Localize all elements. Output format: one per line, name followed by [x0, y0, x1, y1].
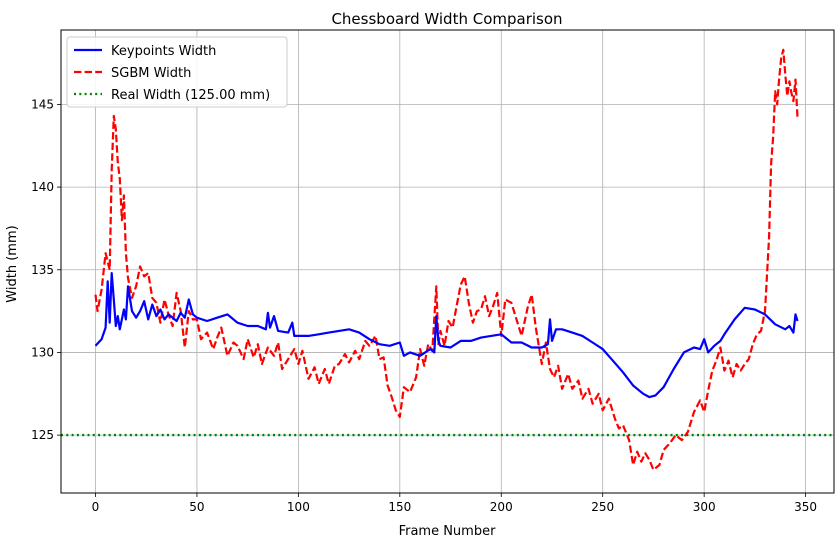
x-tick-label: 350: [794, 500, 817, 514]
series-line-1: [94, 48, 799, 471]
x-tick-label: 250: [591, 500, 614, 514]
x-tick-label: 300: [693, 500, 716, 514]
x-axis: 0 50 100 150 200 250 300 350: [92, 493, 817, 514]
x-tick-label: 150: [388, 500, 411, 514]
y-axis-label: Width (mm): [5, 225, 20, 302]
plot-frame: [60, 29, 835, 494]
x-tick-label: 0: [92, 500, 100, 514]
x-tick-label: 50: [189, 500, 204, 514]
chart-title: Chessboard Width Comparison: [331, 10, 562, 28]
x-tick-label: 200: [490, 500, 513, 514]
series-line-0: [94, 272, 799, 399]
legend-label-2: Real Width (125.00 mm): [111, 88, 270, 103]
y-tick-label: 125: [31, 428, 54, 442]
legend-label-1: SGBM Width: [111, 66, 191, 81]
legend: Keypoints Width SGBM Width Real Width (125…: [66, 36, 288, 108]
legend-box: [66, 36, 288, 108]
y-tick-label: 130: [31, 345, 54, 359]
y-tick-label: 140: [31, 180, 54, 194]
y-tick-label: 135: [31, 263, 54, 277]
y-tick-label: 145: [31, 97, 54, 111]
y-axis: 125 130 135 140 145: [31, 97, 61, 442]
plot-series: [61, 48, 834, 471]
x-tick-label: 100: [287, 500, 310, 514]
legend-label-0: Keypoints Width: [111, 44, 216, 59]
x-axis-label: Frame Number: [399, 524, 497, 539]
